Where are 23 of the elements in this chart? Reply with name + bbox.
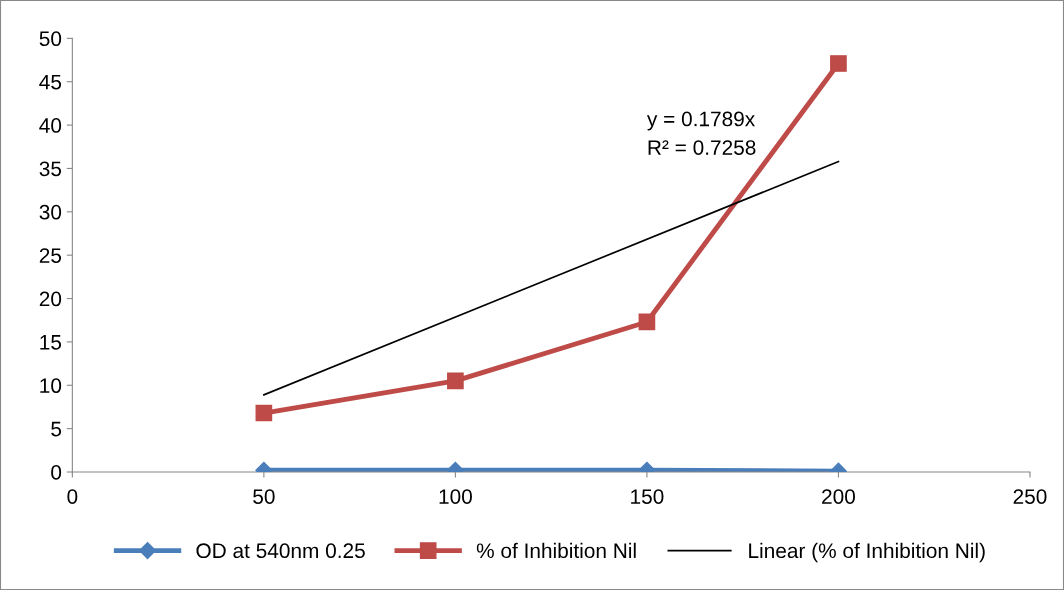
legend-label: OD at 540nm 0.25 bbox=[196, 543, 365, 559]
legend-label: % of Inhibition Nil bbox=[476, 542, 636, 559]
y-tick-label: 45 bbox=[39, 74, 62, 90]
x-tick-label: 0 bbox=[67, 489, 78, 504]
y-tick-label: 40 bbox=[39, 118, 62, 133]
y-tick-label: 5 bbox=[51, 421, 62, 437]
y-tick-label: 10 bbox=[40, 378, 62, 394]
y-tick-label: 0 bbox=[51, 465, 62, 480]
y-tick-label: 50 bbox=[39, 31, 62, 47]
x-tick-label: 250 bbox=[1013, 489, 1047, 504]
y-tick-label: 25 bbox=[39, 248, 62, 263]
legend-label: Linear (% of Inhibition Nil) bbox=[749, 542, 985, 563]
y-tick-label: 15 bbox=[40, 335, 62, 350]
annotation: y = 0.1789x bbox=[646, 111, 755, 131]
y-tick-label: 20 bbox=[39, 291, 62, 307]
y-tick-label: 35 bbox=[39, 161, 62, 177]
x-tick-label: 100 bbox=[439, 489, 472, 504]
point bbox=[830, 55, 847, 72]
x-tick-label: 150 bbox=[631, 489, 664, 504]
x-tick-label: 50 bbox=[253, 489, 275, 504]
y-tick-label: 30 bbox=[39, 204, 62, 220]
x-tick-label: 200 bbox=[822, 489, 855, 504]
annotation: R² = 0.7258 bbox=[648, 140, 756, 155]
